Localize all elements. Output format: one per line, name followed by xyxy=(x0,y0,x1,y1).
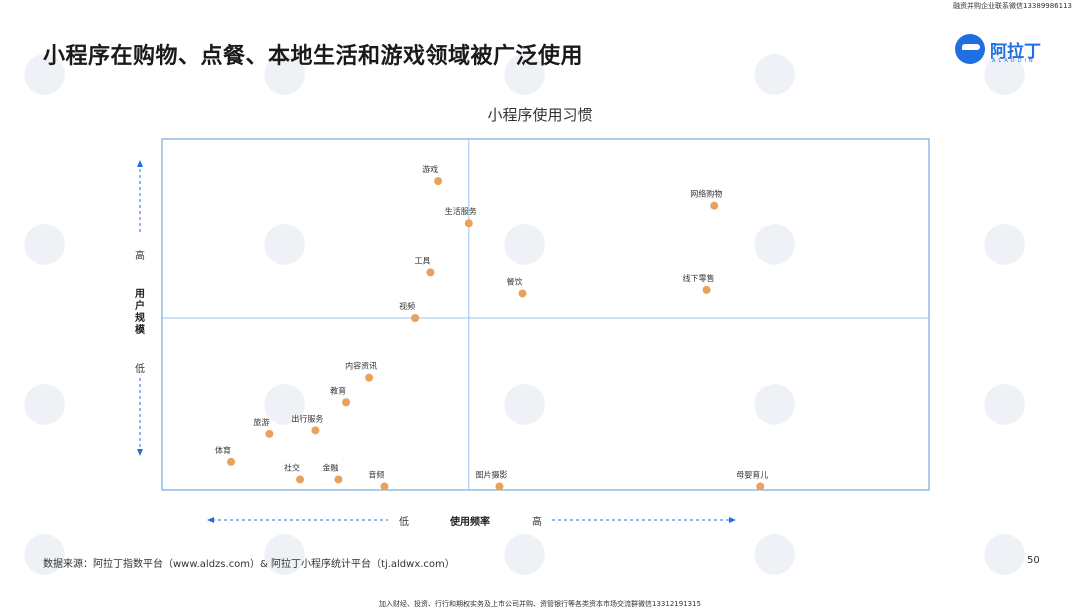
scatter-point xyxy=(311,426,320,435)
scatter-point xyxy=(296,475,305,484)
scatter-point xyxy=(227,457,236,466)
point-label: 旅游 xyxy=(253,417,269,427)
x-axis-high-label: 高 xyxy=(532,517,542,528)
point-label: 内容资讯 xyxy=(345,361,377,371)
point-label: 视频 xyxy=(399,301,415,311)
top-contact-note: 融资并购企业联系微信13389986113 xyxy=(953,2,1072,10)
point-label: 体育 xyxy=(215,445,231,455)
scatter-point xyxy=(365,373,374,382)
point-label: 金融 xyxy=(322,462,338,472)
scatter-point xyxy=(464,219,473,228)
page-title: 小程序在购物、点餐、本地生活和游戏领域被广泛使用 xyxy=(43,44,584,69)
point-label: 教育 xyxy=(330,385,346,395)
bottom-contact-note: 加入财经、投资、行行和期权实务及上市公司并购、资管银行等各类资本市场交流群微信1… xyxy=(379,600,701,608)
point-label: 生活服务 xyxy=(445,206,477,216)
scatter-point xyxy=(495,482,504,491)
point-label: 母婴育儿 xyxy=(736,469,768,479)
point-label: 图片摄影 xyxy=(475,469,507,479)
point-label: 社交 xyxy=(284,462,300,472)
point-label: 线下零售 xyxy=(683,273,715,283)
scatter-point xyxy=(426,268,435,277)
aladdin-logo-icon xyxy=(955,34,985,64)
plot-frame xyxy=(161,138,930,491)
y-arrowhead-down-icon xyxy=(137,449,143,456)
x-arrowhead-right-icon xyxy=(729,517,736,523)
scatter-point xyxy=(380,482,389,491)
point-label: 音频 xyxy=(368,469,384,479)
point-label: 游戏 xyxy=(422,164,438,174)
point-label: 网络购物 xyxy=(690,189,722,199)
x-axis-title: 使用频率 xyxy=(450,517,490,528)
scatter-point xyxy=(265,429,274,438)
logo-subtext: ALADDIN xyxy=(992,58,1036,64)
brand-logo: 阿拉丁 xyxy=(955,34,1041,64)
y-axis-low-label: 低 xyxy=(135,364,145,375)
point-label: 出行服务 xyxy=(291,413,323,423)
y-axis-high-label: 高 xyxy=(135,251,145,262)
logo-text: 阿拉丁 xyxy=(990,41,1041,62)
point-label: 工具 xyxy=(414,256,430,265)
scatter-point xyxy=(756,482,765,491)
scatter-point xyxy=(334,475,343,484)
scatter-point xyxy=(434,177,443,186)
scatter-point xyxy=(518,289,527,298)
scatter-point xyxy=(702,285,711,294)
y-arrowhead-up-icon xyxy=(137,160,143,167)
data-source-note: 数据来源：阿拉丁指数平台（www.aldzs.com）& 阿拉丁小程序统计平台（… xyxy=(43,559,455,570)
chart-title: 小程序使用习惯 xyxy=(487,106,593,124)
y-axis-title: 用户规模 xyxy=(135,289,145,336)
x-arrowhead-left-icon xyxy=(207,517,214,523)
x-axis-low-label: 低 xyxy=(399,517,409,528)
point-label: 餐饮 xyxy=(506,276,522,286)
scatter-point xyxy=(710,201,719,210)
scatter-point xyxy=(342,398,351,407)
scatter-point xyxy=(411,314,420,323)
page-number: 50 xyxy=(1027,555,1040,566)
